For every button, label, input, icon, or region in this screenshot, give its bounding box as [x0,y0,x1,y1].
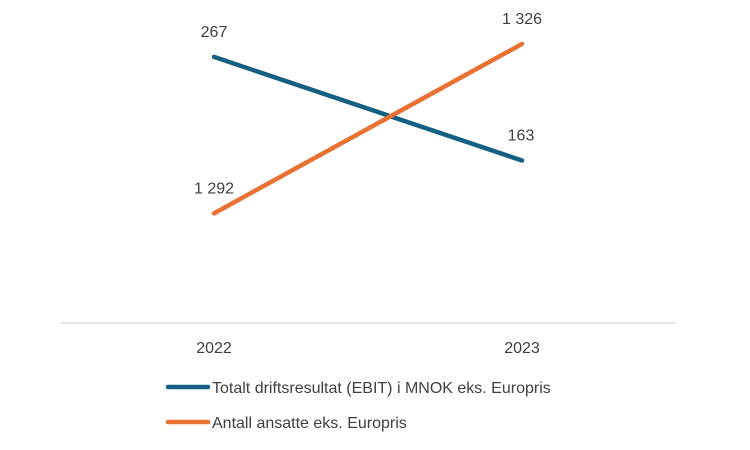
data-label: 1 326 [502,11,542,28]
x-tick-label: 2023 [504,340,540,357]
series-line-1 [211,54,525,163]
data-label: 163 [508,128,535,145]
data-label: 267 [201,24,228,41]
x-tick-label: 2022 [196,340,232,357]
legend-label: Totalt driftsresultat (EBIT) i MNOK eks.… [212,380,551,397]
series-line-2 [211,41,525,216]
legend-label: Antall ansatte eks. Europris [212,415,407,432]
data-label: 1 292 [194,180,234,197]
